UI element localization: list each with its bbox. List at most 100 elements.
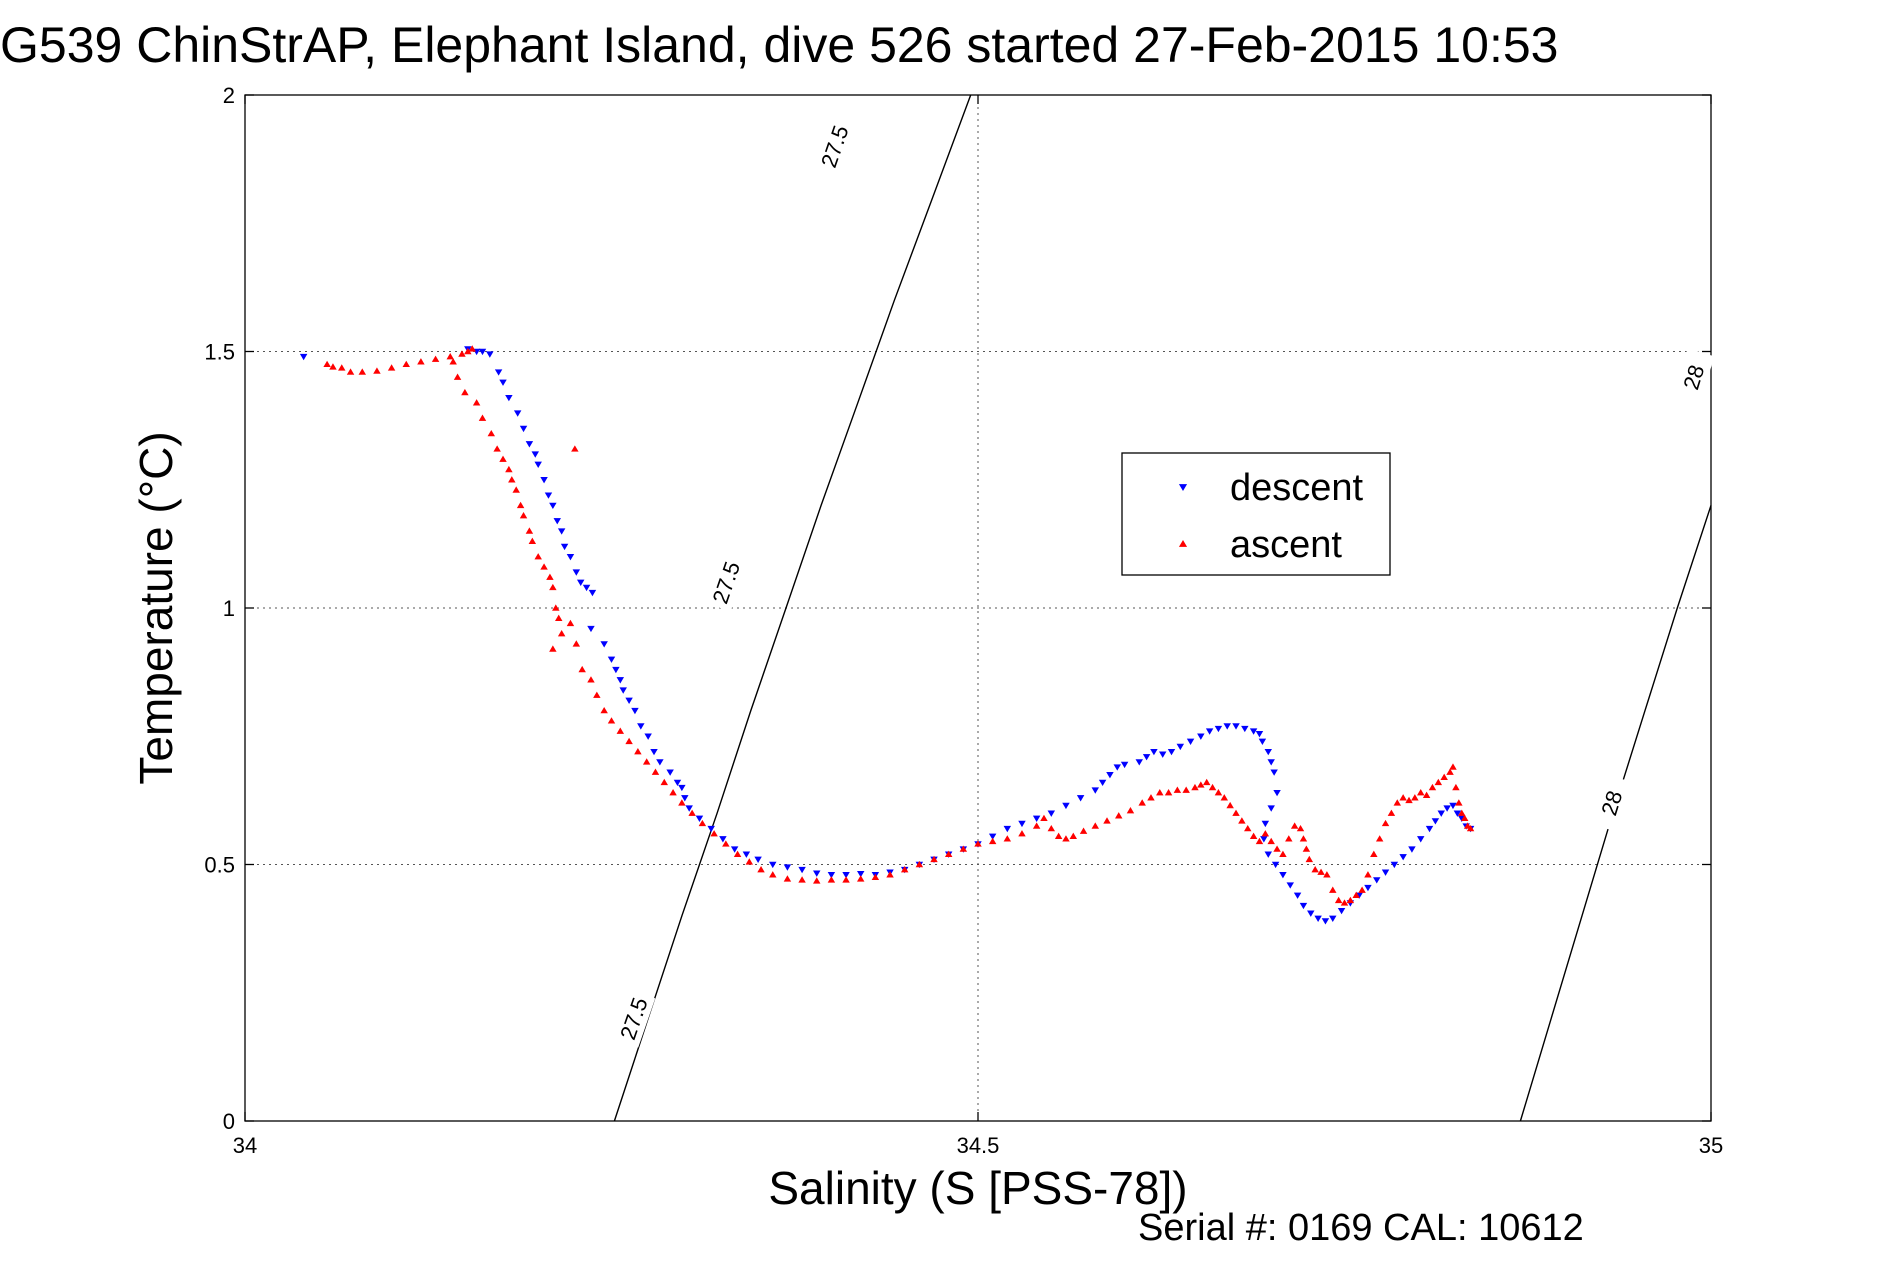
descent-point bbox=[1197, 733, 1205, 740]
ascent-point bbox=[1352, 891, 1360, 898]
descent-point bbox=[1443, 805, 1451, 812]
descent-point bbox=[531, 451, 539, 458]
descent-point bbox=[644, 733, 652, 740]
descent-point bbox=[505, 394, 513, 402]
legend-label-descent: descent bbox=[1230, 467, 1364, 509]
ascent-point bbox=[1375, 835, 1384, 842]
ascent-point bbox=[552, 604, 560, 611]
ascent-point bbox=[1018, 830, 1026, 837]
descent-point bbox=[1267, 759, 1275, 766]
descent-point bbox=[494, 369, 503, 376]
descent-point bbox=[707, 825, 715, 833]
x-tick-label: 34.5 bbox=[957, 1133, 1000, 1158]
descent-point bbox=[1232, 723, 1240, 730]
descent-point bbox=[813, 870, 821, 877]
descent-point bbox=[637, 723, 645, 730]
descent-point bbox=[566, 553, 575, 561]
descent-point bbox=[1321, 918, 1330, 925]
ascent-point bbox=[566, 619, 575, 627]
descent-point bbox=[612, 666, 620, 674]
ascent-point bbox=[1455, 799, 1463, 806]
contour-line-27-5 bbox=[613, 94, 972, 1122]
ascent-point bbox=[446, 352, 454, 360]
ascent-point bbox=[1182, 786, 1190, 793]
ascent-point bbox=[769, 871, 777, 878]
legend-marker-shape bbox=[1178, 484, 1188, 492]
descent-point bbox=[695, 815, 704, 822]
descent-point bbox=[560, 543, 569, 551]
descent-point bbox=[783, 864, 792, 871]
descent-point bbox=[1381, 869, 1390, 876]
y-tick-label: 0 bbox=[223, 1109, 235, 1134]
ascent-point bbox=[988, 837, 997, 845]
ascent-point bbox=[1466, 824, 1475, 832]
y-tick-label: 2 bbox=[223, 83, 235, 108]
legend-marker-ascent bbox=[1178, 539, 1188, 547]
descent-point bbox=[513, 410, 522, 417]
ascent-point bbox=[338, 364, 346, 371]
descent-point bbox=[1314, 915, 1322, 922]
y-axis-label: Temperature (°C) bbox=[130, 431, 182, 784]
legend-marker-shape bbox=[1178, 539, 1188, 547]
ascent-point bbox=[1323, 871, 1331, 878]
ascent-point bbox=[593, 691, 601, 698]
data-series bbox=[299, 345, 1475, 925]
descent-point bbox=[1437, 810, 1445, 817]
ascent-point bbox=[1452, 783, 1460, 791]
descent-point bbox=[1098, 779, 1107, 787]
descent-point bbox=[856, 871, 865, 878]
ascent-point bbox=[1156, 789, 1164, 796]
descent-point bbox=[1150, 748, 1158, 756]
descent-point bbox=[499, 379, 507, 386]
descent-point bbox=[1091, 787, 1100, 794]
descent-point bbox=[540, 477, 548, 484]
ascent-point bbox=[1047, 824, 1056, 832]
y-tick-label: 1.5 bbox=[204, 340, 235, 365]
descent-point bbox=[1106, 772, 1114, 779]
ascent-point bbox=[554, 614, 563, 621]
ascent-point bbox=[1305, 855, 1314, 863]
descent-point bbox=[988, 833, 997, 840]
descent-point bbox=[619, 687, 627, 694]
descent-point bbox=[1364, 884, 1372, 892]
ascent-point bbox=[528, 537, 537, 545]
x-tick-label: 34 bbox=[233, 1133, 257, 1158]
ascent-point bbox=[1358, 886, 1366, 893]
ascent-point bbox=[1460, 814, 1469, 822]
ascent-point bbox=[1091, 822, 1100, 829]
descent-point bbox=[673, 779, 682, 787]
descent-point bbox=[1241, 725, 1249, 733]
ascent-point bbox=[1226, 801, 1234, 809]
ascent-point bbox=[634, 748, 642, 755]
descent-point bbox=[1329, 915, 1337, 922]
descent-point bbox=[1273, 789, 1281, 797]
descent-point bbox=[1142, 754, 1151, 761]
ascent-point bbox=[1079, 827, 1088, 834]
ascent-point bbox=[745, 858, 754, 865]
ascent-point bbox=[540, 563, 548, 570]
ascent-point bbox=[449, 358, 457, 365]
descent-point bbox=[1399, 854, 1407, 861]
descent-point bbox=[1390, 861, 1399, 869]
descent-point bbox=[730, 846, 739, 853]
ascent-point bbox=[900, 865, 909, 873]
y-tick-label: 1 bbox=[223, 596, 235, 621]
ascent-point bbox=[1197, 781, 1205, 788]
ascent-point bbox=[346, 368, 355, 375]
ascent-point bbox=[508, 476, 516, 483]
descent-point bbox=[1453, 810, 1462, 817]
descent-point bbox=[1047, 810, 1056, 817]
descent-point bbox=[625, 697, 633, 704]
descent-point bbox=[616, 677, 625, 684]
descent-point bbox=[681, 795, 689, 802]
ascent-point bbox=[549, 583, 557, 591]
descent-point bbox=[1267, 805, 1275, 812]
ascent-point bbox=[813, 877, 821, 884]
ascent-point bbox=[402, 360, 410, 368]
descent-point bbox=[1264, 748, 1272, 756]
descent-point bbox=[1214, 725, 1223, 733]
serial-calibration-note: Serial #: 0169 CAL: 10612 bbox=[1138, 1207, 1584, 1249]
ascent-point bbox=[1062, 835, 1070, 842]
ascent-point bbox=[1317, 868, 1325, 875]
ascent-point bbox=[1364, 871, 1372, 878]
